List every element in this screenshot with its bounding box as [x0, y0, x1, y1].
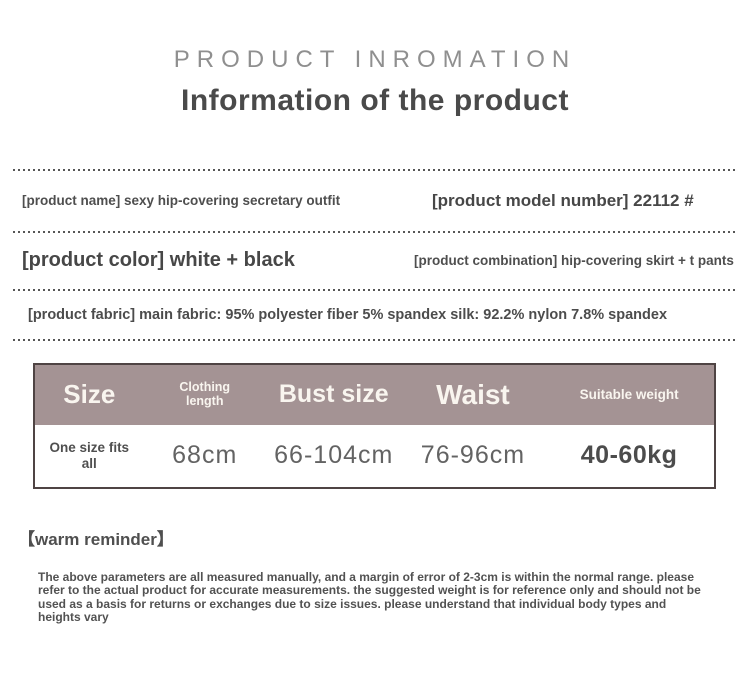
disclaimer-text: The above parameters are all measured ma…	[38, 569, 701, 625]
column-header-waist: Waist	[436, 378, 510, 410]
column-header-clothing-length-label: Clothing length	[179, 380, 231, 408]
product-fabric: [product fabric] main fabric: 95% polyes…	[28, 306, 668, 323]
cell-size: One size fits all	[35, 425, 144, 487]
warm-reminder-title: 【warm reminder】	[18, 529, 174, 549]
divider	[13, 230, 737, 233]
product-model-number: [product model number] 22112 #	[432, 190, 694, 210]
column-header-suitable-weight: Suitable weight	[579, 387, 679, 403]
column-header-bust-size: Bust size	[278, 380, 389, 409]
cell-bust-size: 66-104cm	[274, 441, 394, 470]
cell-suitable-weight: 40-60kg	[580, 441, 678, 470]
cell-size-label: One size fits all	[49, 439, 130, 471]
table-row: One size fits all 68cm 66-104cm 76-96cm …	[35, 424, 714, 487]
cell-waist: 76-96cm	[420, 441, 526, 470]
column-header-clothing-length: Clothing length	[144, 365, 266, 425]
product-combination: [product combination] hip-covering skirt…	[414, 253, 734, 269]
product-name-row: [product name] sexy hip-covering secreta…	[0, 171, 750, 231]
product-name: [product name] sexy hip-covering secreta…	[22, 193, 341, 209]
page-title: Information of the product	[181, 83, 569, 117]
eyebrow-title: PRODUCT INROMATION	[173, 46, 577, 73]
divider	[13, 288, 737, 291]
size-table: Size Clothing length Bust size Waist Sui…	[33, 362, 716, 489]
product-color: [product color] white + black	[22, 249, 295, 272]
page-header: PRODUCT INROMATION Information of the pr…	[0, 0, 750, 119]
column-header-size: Size	[63, 379, 116, 410]
product-color-row: [product color] white + black [product c…	[0, 233, 750, 289]
divider	[13, 338, 737, 341]
divider	[13, 168, 737, 171]
size-table-header: Size Clothing length Bust size Waist Sui…	[35, 364, 714, 425]
product-fabric-row: [product fabric] main fabric: 95% polyes…	[0, 291, 750, 339]
cell-clothing-length: 68cm	[172, 441, 238, 470]
